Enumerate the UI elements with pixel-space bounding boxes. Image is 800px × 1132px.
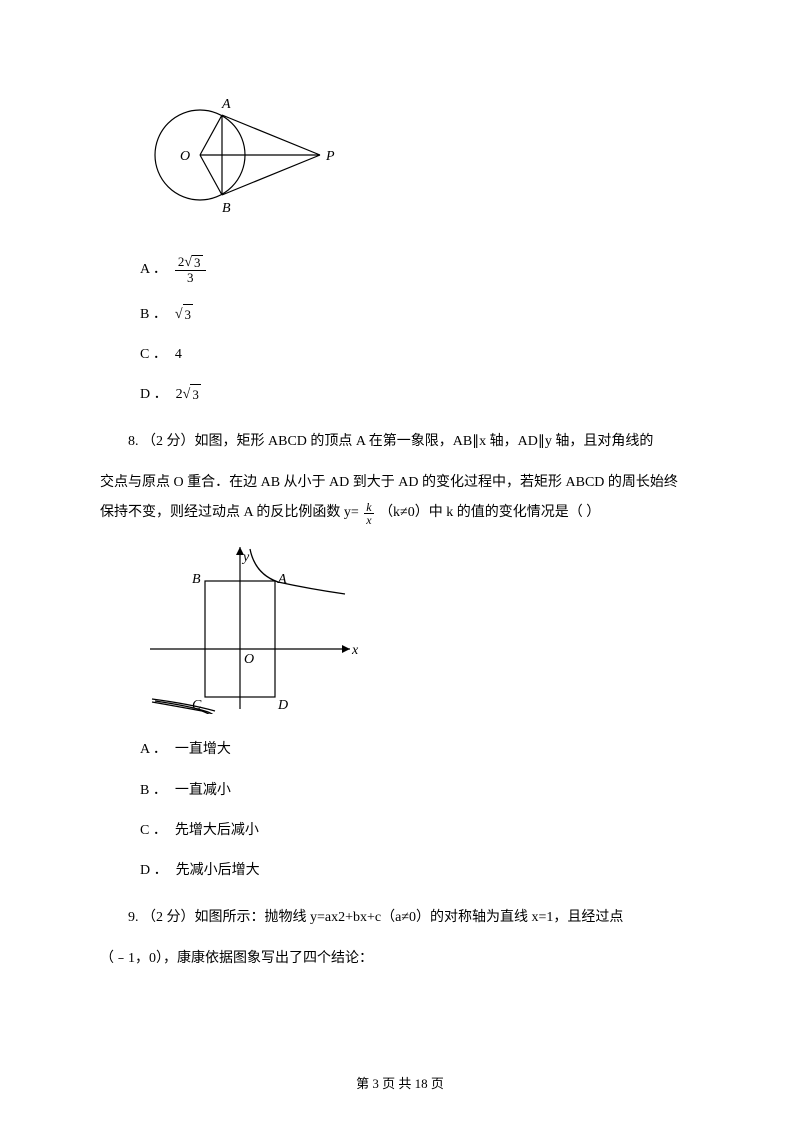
q-points: （2 分） xyxy=(142,910,195,925)
option-label: C ． xyxy=(140,344,167,366)
svg-text:A: A xyxy=(277,572,287,587)
label-B: B xyxy=(222,201,231,216)
figure-circle-tangent: A B O P xyxy=(140,90,700,235)
svg-text:y: y xyxy=(241,550,250,565)
svg-text:x: x xyxy=(351,643,359,658)
question-9-line2: （﹣1，0），康康依据图象写出了四个结论： xyxy=(100,944,700,975)
sqrt-icon: √3 xyxy=(183,384,201,406)
option-text: 一直增大 xyxy=(175,739,231,761)
option-value: 4 xyxy=(175,344,182,366)
coef: 2 xyxy=(176,384,183,406)
q-num: 9. xyxy=(128,910,139,925)
svg-text:C: C xyxy=(192,698,202,713)
option-7A: A ． 2√3 3 xyxy=(140,255,700,286)
option-7B: B ． √3 xyxy=(140,304,700,326)
q-text: 如图，矩形 ABCD 的顶点 A 在第一象限，AB∥x 轴，AD∥y 轴，且对角… xyxy=(195,434,654,449)
label-A: A xyxy=(221,97,231,112)
option-7C: C ． 4 xyxy=(140,344,700,366)
option-text: 先减小后增大 xyxy=(176,860,260,882)
option-8A: A ．一直增大 xyxy=(140,739,700,761)
option-text: 先增大后减小 xyxy=(175,820,259,842)
question-9-line1: 9. （2 分）如图所示：抛物线 y=ax2+bx+c（a≠0）的对称轴为直线 … xyxy=(100,903,700,934)
q-num: 8. xyxy=(128,434,139,449)
option-label: D ． xyxy=(140,384,168,406)
question-8-line1: 8. （2 分）如图，矩形 ABCD 的顶点 A 在第一象限，AB∥x 轴，AD… xyxy=(100,427,700,458)
q-text: 如图所示：抛物线 y=ax2+bx+c（a≠0）的对称轴为直线 x=1，且经过点 xyxy=(195,910,624,925)
question-8-line3: 保持不变，则经过动点 A 的反比例函数 y= k x （k≠0）中 k 的值的变… xyxy=(100,498,700,529)
sqrt-icon: √3 xyxy=(175,304,193,326)
svg-text:D: D xyxy=(277,698,288,713)
option-label: B ． xyxy=(140,304,167,326)
option-8D: D ．先减小后增大 xyxy=(140,860,700,882)
question-8-line2: 交点与原点 O 重合．在边 AB 从小于 AD 到大于 AD 的变化过程中，若矩… xyxy=(100,468,700,499)
option-text: 一直减小 xyxy=(175,780,231,802)
figure-hyperbola-rect: y x B A C D O xyxy=(140,539,700,719)
svg-text:O: O xyxy=(244,652,254,667)
svg-text:B: B xyxy=(192,572,201,587)
option-label: A ． xyxy=(140,259,167,281)
fraction-icon: 2√3 3 xyxy=(175,255,206,286)
label-O: O xyxy=(180,149,190,164)
option-8B: B ．一直减小 xyxy=(140,780,700,802)
page-footer: 第 3 页 共 18 页 xyxy=(0,1073,800,1092)
fraction-k-x: k x xyxy=(364,501,373,526)
label-P: P xyxy=(325,149,335,164)
option-8C: C ．先增大后减小 xyxy=(140,820,700,842)
option-7D: D ． 2√3 xyxy=(140,384,700,406)
q-points: （2 分） xyxy=(142,434,195,449)
